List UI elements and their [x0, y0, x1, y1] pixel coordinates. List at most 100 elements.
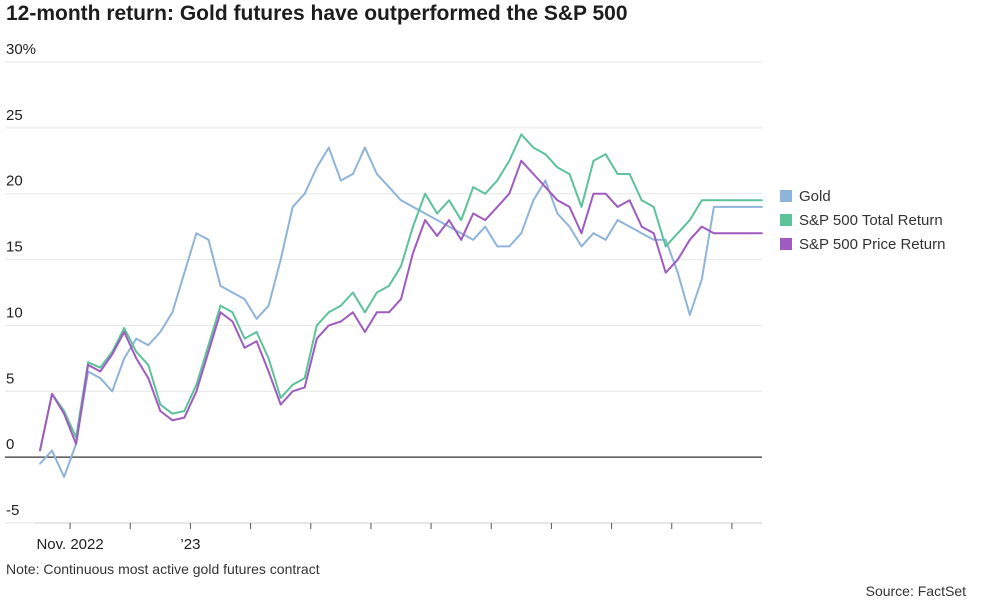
x-tick-label: Nov. 2022	[36, 536, 103, 553]
data-point-sp-500-total-return	[147, 364, 150, 366]
series-line-sp-500-price-return	[39, 159, 762, 451]
data-point-sp-500-total-return	[616, 173, 619, 175]
data-point-sp-500-price-return	[111, 353, 114, 356]
data-point-gold	[544, 179, 547, 182]
data-point-sp-500-total-return	[291, 383, 294, 386]
legend-label-gold: Gold	[799, 187, 831, 205]
data-point-sp-500-total-return	[484, 192, 487, 195]
data-point-gold	[508, 245, 511, 248]
data-point-sp-500-price-return	[544, 186, 547, 189]
data-point-gold	[135, 337, 138, 340]
data-point-gold	[111, 390, 114, 393]
data-point-sp-500-total-return	[460, 219, 463, 221]
data-point-sp-500-total-return	[424, 192, 426, 195]
data-point-sp-500-total-return	[364, 311, 366, 314]
data-point-sp-500-price-return	[63, 412, 65, 415]
data-point-sp-500-total-return	[520, 133, 523, 136]
y-tick-label: 25	[6, 107, 23, 124]
legend-swatch-gold	[780, 190, 792, 202]
data-point-gold	[640, 232, 643, 235]
data-point-sp-500-total-return	[508, 159, 511, 162]
data-point-sp-500-total-return	[628, 173, 631, 175]
data-point-sp-500-price-return	[412, 252, 414, 254]
data-point-sp-500-total-return	[592, 159, 595, 162]
data-point-gold	[207, 238, 210, 241]
data-point-sp-500-total-return	[255, 331, 258, 333]
data-point-sp-500-total-return	[580, 205, 583, 208]
data-point-sp-500-total-return	[123, 327, 126, 329]
data-point-gold	[676, 271, 679, 274]
legend-label-sp500-total-return: S&P 500 Total Return	[799, 211, 943, 229]
data-point-sp-500-price-return	[51, 393, 53, 395]
data-point-sp-500-price-return	[712, 232, 715, 235]
data-point-gold	[267, 304, 270, 307]
data-point-gold	[243, 298, 246, 300]
data-point-gold	[339, 179, 342, 182]
data-point-gold	[448, 225, 451, 228]
legend: Gold S&P 500 Total Return S&P 500 Price …	[780, 184, 945, 256]
data-point-sp-500-total-return	[556, 166, 559, 169]
data-point-sp-500-total-return	[279, 396, 282, 399]
chart-source: Source: FactSet	[865, 583, 966, 599]
data-point-gold	[400, 199, 402, 202]
data-point-sp-500-price-return	[460, 238, 463, 241]
data-point-gold	[51, 449, 53, 452]
data-point-sp-500-price-return	[159, 410, 162, 412]
data-point-gold	[123, 357, 126, 360]
y-tick-label: -5	[6, 502, 19, 519]
legend-swatch-sp500-price-return	[780, 238, 792, 250]
data-point-gold	[652, 238, 655, 241]
data-point-sp-500-total-return	[267, 357, 270, 360]
data-point-sp-500-price-return	[484, 219, 487, 221]
data-point-gold	[424, 212, 426, 215]
data-point-gold	[484, 225, 487, 228]
data-point-sp-500-price-return	[436, 234, 438, 237]
data-point-gold	[700, 278, 703, 281]
data-point-sp-500-price-return	[737, 232, 739, 235]
data-point-sp-500-total-return	[436, 212, 438, 215]
data-point-gold	[219, 285, 222, 287]
data-point-sp-500-total-return	[749, 199, 751, 202]
data-point-gold	[472, 238, 475, 241]
data-point-gold	[688, 313, 691, 316]
data-point-sp-500-total-return	[568, 173, 571, 175]
data-point-gold	[327, 146, 330, 149]
data-point-gold	[376, 173, 378, 175]
legend-item-gold: Gold	[780, 184, 945, 208]
y-tick-label: 30%	[6, 41, 36, 58]
data-point-gold	[616, 219, 619, 221]
x-tick-label: ’23	[180, 536, 200, 553]
legend-label-sp500-price-return: S&P 500 Price Return	[799, 235, 946, 253]
data-point-sp-500-total-return	[725, 199, 727, 202]
data-point-sp-500-price-return	[604, 192, 607, 195]
legend-item-sp500-price-return: S&P 500 Price Return	[780, 232, 945, 256]
data-point-sp-500-total-return	[688, 219, 691, 221]
data-point-gold	[664, 238, 667, 241]
data-point-sp-500-total-return	[664, 245, 667, 248]
data-point-sp-500-total-return	[544, 153, 547, 156]
data-point-sp-500-price-return	[496, 205, 499, 208]
data-point-sp-500-price-return	[99, 370, 102, 373]
chart-note: Note: Continuous most active gold future…	[6, 561, 320, 577]
data-point-sp-500-price-return	[664, 271, 667, 274]
data-point-sp-500-price-return	[376, 311, 378, 314]
data-point-sp-500-price-return	[123, 331, 126, 333]
data-point-sp-500-total-return	[700, 199, 703, 202]
data-point-sp-500-price-return	[147, 377, 150, 380]
data-point-sp-500-price-return	[231, 320, 234, 323]
data-point-sp-500-price-return	[339, 320, 342, 323]
data-point-sp-500-price-return	[195, 390, 198, 393]
data-point-sp-500-total-return	[640, 199, 643, 202]
data-point-gold	[303, 192, 306, 195]
data-point-gold	[99, 377, 102, 380]
data-point-sp-500-price-return	[75, 443, 77, 445]
data-point-sp-500-total-return	[376, 291, 378, 294]
data-point-sp-500-price-return	[676, 258, 679, 261]
data-point-gold	[725, 205, 727, 208]
data-point-gold	[412, 205, 414, 208]
data-point-sp-500-price-return	[303, 386, 306, 389]
data-point-sp-500-price-return	[448, 219, 451, 221]
data-point-gold	[604, 238, 607, 241]
y-tick-label: 5	[6, 370, 14, 387]
data-point-sp-500-price-return	[652, 232, 655, 235]
